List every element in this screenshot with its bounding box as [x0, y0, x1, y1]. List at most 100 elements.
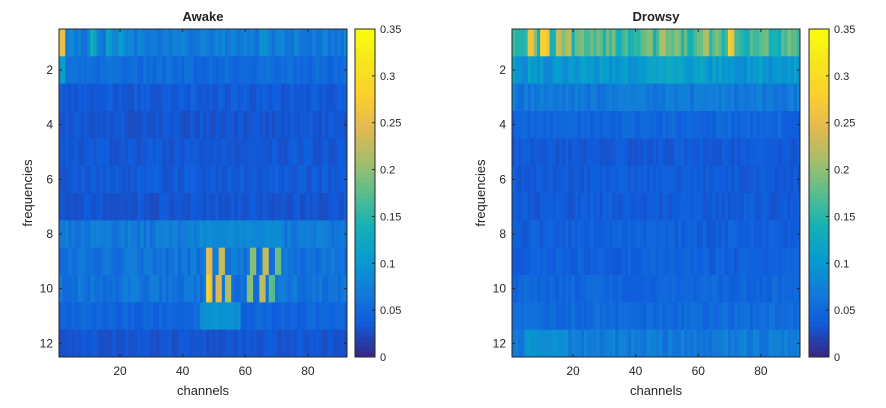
heatmap-cell — [724, 83, 729, 112]
colorbar-segment — [355, 326, 375, 332]
heatmap-cell — [337, 247, 342, 276]
heatmap-cell — [234, 275, 238, 303]
heatmap-cell — [340, 56, 345, 85]
heatmap-cell — [768, 165, 773, 194]
heatmap-cell — [105, 165, 110, 194]
heatmap-cell — [574, 302, 579, 331]
heatmap-cell — [184, 111, 188, 139]
heatmap-cell — [159, 165, 163, 194]
heatmap-cell — [640, 138, 644, 167]
heatmap-cell — [293, 165, 298, 194]
heatmap-cell — [796, 302, 801, 331]
heatmap-cell — [709, 302, 713, 331]
heatmap-cell — [543, 111, 547, 139]
heatmap-cell — [93, 83, 97, 112]
heatmap-cell — [696, 56, 701, 85]
colorbar-segment — [355, 341, 375, 348]
heatmap-cell — [121, 193, 126, 221]
heatmap-cell — [143, 29, 147, 57]
x-tick-label: 80 — [754, 364, 768, 378]
heatmap-cell — [618, 329, 622, 358]
colorbar-segment — [809, 54, 829, 61]
heatmap-cell — [527, 302, 532, 331]
heatmap-cell — [90, 83, 94, 112]
heatmap-cell — [271, 275, 276, 303]
heatmap-cell — [134, 275, 138, 303]
heatmap-cell — [690, 138, 694, 167]
heatmap-cell — [706, 29, 710, 57]
heatmap-cell — [659, 111, 663, 139]
heatmap-cell — [184, 83, 188, 112]
drowsy-x-ticks: 20 40 60 80 — [566, 29, 768, 378]
colorbar-segment — [809, 59, 829, 66]
heatmap-cell — [558, 165, 563, 194]
heatmap-cell — [740, 56, 744, 85]
heatmap-cell — [612, 29, 616, 57]
heatmap-cell — [228, 138, 232, 167]
heatmap-cell — [300, 165, 304, 194]
heatmap-cell — [630, 247, 635, 276]
heatmap-cell — [790, 247, 795, 276]
heatmap-cell — [278, 165, 282, 194]
heatmap-cell — [65, 83, 69, 112]
heatmap-cell — [728, 83, 732, 112]
heatmap-cell — [565, 83, 569, 112]
heatmap-cell — [649, 138, 654, 167]
heatmap-cell — [196, 29, 201, 57]
heatmap-cell — [543, 56, 547, 85]
heatmap-cell — [790, 165, 795, 194]
heatmap-cell — [562, 56, 566, 85]
heatmap-cell — [599, 247, 604, 276]
heatmap-cell — [737, 56, 741, 85]
heatmap-cell — [143, 247, 147, 276]
heatmap-cell — [306, 165, 310, 194]
colorbar-segment — [809, 29, 829, 35]
heatmap-cell — [537, 138, 541, 167]
heatmap-cell — [71, 83, 75, 112]
heatmap-cell — [187, 165, 191, 194]
heatmap-cell — [196, 247, 201, 276]
heatmap-cell — [184, 193, 188, 221]
heatmap-cell — [621, 56, 626, 85]
heatmap-cell — [646, 220, 651, 249]
heatmap-cell — [605, 29, 610, 57]
heatmap-cell — [171, 329, 176, 358]
heatmap-cell — [121, 165, 126, 194]
heatmap-cell — [671, 275, 676, 303]
heatmap-cell — [199, 302, 204, 331]
heatmap-cell — [715, 247, 719, 276]
heatmap-cell — [527, 29, 532, 57]
heatmap-cell — [281, 29, 285, 57]
heatmap-cell — [577, 275, 582, 303]
heatmap-cell — [134, 138, 138, 167]
heatmap-cell — [102, 247, 107, 276]
heatmap-cell — [571, 83, 575, 112]
heatmap-cell — [552, 56, 557, 85]
heatmap-cell — [558, 111, 563, 139]
heatmap-cell — [131, 165, 135, 194]
colorbar-segment — [809, 249, 829, 255]
heatmap-cell — [156, 220, 160, 249]
heatmap-cell — [677, 111, 682, 139]
heatmap-cell — [793, 247, 798, 276]
colorbar-segment — [809, 254, 829, 261]
heatmap-cell — [709, 56, 713, 85]
heatmap-cell — [640, 165, 644, 194]
heatmap-cell — [325, 138, 329, 167]
heatmap-cell — [96, 247, 101, 276]
heatmap-cell — [512, 247, 516, 276]
heatmap-cell — [199, 247, 204, 276]
heatmap-cell — [74, 275, 79, 303]
drowsy-colorbar: 00.050.10.150.20.250.30.35 — [808, 24, 855, 364]
heatmap-cell — [209, 111, 213, 139]
colorbar-segment — [355, 285, 375, 291]
heatmap-cell — [781, 83, 785, 112]
heatmap-cell — [584, 220, 588, 249]
heatmap-cell — [621, 193, 626, 221]
heatmap-cell — [234, 111, 238, 139]
heatmap-cell — [174, 56, 179, 85]
heatmap-cell — [533, 220, 538, 249]
heatmap-cell — [290, 193, 295, 221]
heatmap-cell — [627, 247, 632, 276]
heatmap-cell — [71, 56, 75, 85]
